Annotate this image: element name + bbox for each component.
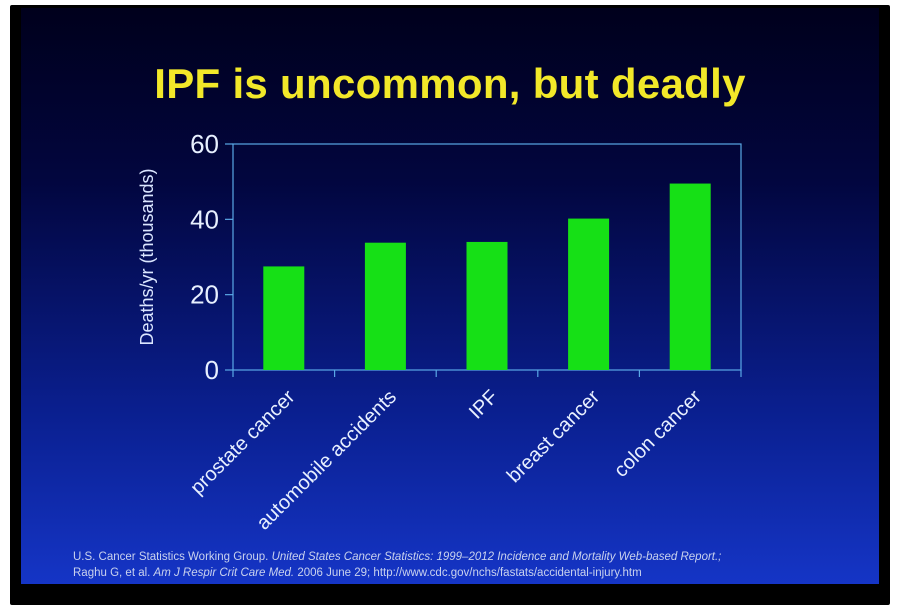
bar <box>263 266 305 370</box>
y-tick-label: 0 <box>205 355 219 385</box>
source-line-1: U.S. Cancer Statistics Working Group. Un… <box>73 549 873 565</box>
x-category-label: colon cancer <box>610 386 706 482</box>
y-tick-label: 60 <box>190 129 219 159</box>
bar <box>669 183 711 370</box>
chart-bars <box>263 183 711 370</box>
bar <box>364 242 406 370</box>
bar <box>466 241 508 370</box>
y-axis-label: Deaths/yr (thousands) <box>137 168 157 345</box>
bar-chart: 0 20 40 60 Deaths/yr (thousands) prostate can… <box>137 129 742 534</box>
source-authors-2: Raghu G, et al. <box>73 567 154 579</box>
source-citation: U.S. Cancer Statistics Working Group. Un… <box>73 549 873 581</box>
y-tick-label: 20 <box>190 280 219 310</box>
slide: IPF is uncommon, but deadly 0 20 40 60 Death… <box>21 8 879 584</box>
y-tick-label: 40 <box>190 204 219 234</box>
slide-title: IPF is uncommon, but deadly <box>154 60 746 107</box>
bar <box>568 218 610 370</box>
source-journal: Am J Respir Crit Care Med. <box>153 567 295 579</box>
source-report-title: United States Cancer Statistics: 1999–20… <box>271 551 722 563</box>
source-authors: U.S. Cancer Statistics Working Group. <box>73 551 272 563</box>
source-line-2: Raghu G, et al. Am J Respir Crit Care Me… <box>73 565 873 581</box>
x-category-label: IPF <box>465 386 503 424</box>
source-date-url: 2006 June 29; http://www.cdc.gov/nchs/fa… <box>294 567 642 579</box>
chart-labels: 0 20 40 60 Deaths/yr (thousands) prostate can… <box>137 129 706 534</box>
x-category-label: breast cancer <box>503 386 604 487</box>
x-category-label: prostate cancer <box>186 386 299 499</box>
